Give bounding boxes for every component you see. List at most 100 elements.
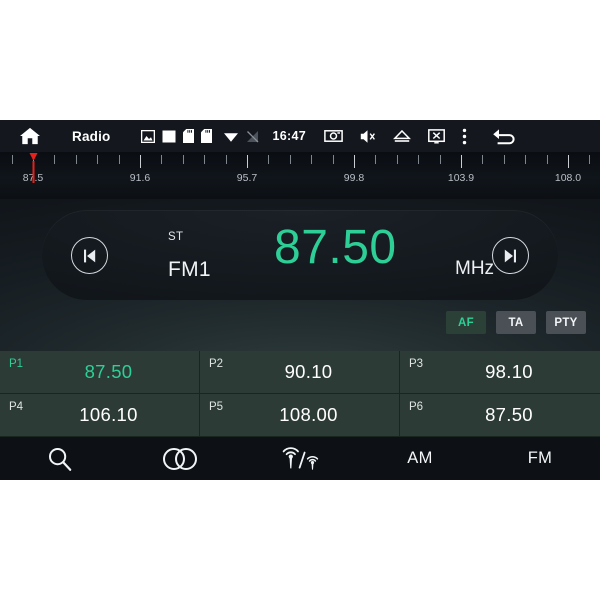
page-title: Radio (72, 128, 111, 144)
tuning-scale-label: 95.7 (236, 172, 258, 184)
band-label: FM1 (168, 258, 211, 281)
tuning-scale-tick (589, 155, 590, 164)
preset-p3[interactable]: P3 98.10 (400, 351, 600, 394)
tuning-scale-tick (418, 155, 419, 164)
tuning-scale-label: 103.9 (447, 172, 475, 184)
stereo-indicator: ST (168, 231, 184, 243)
frequency-unit: MHz (455, 258, 495, 279)
tuning-scale-tick (12, 155, 13, 164)
stereo-button[interactable] (120, 437, 240, 480)
search-button[interactable] (0, 437, 120, 480)
local-distance-icon (282, 446, 319, 470)
signal-off-icon (246, 130, 258, 142)
preset-frequency: 90.10 (284, 361, 333, 382)
tuning-scale-tick (354, 155, 355, 168)
preset-frequency: 87.50 (84, 361, 133, 382)
tuning-scale-tick (140, 155, 141, 168)
preset-number: P1 (9, 358, 24, 370)
tuning-scale-tick (97, 155, 98, 164)
am-button[interactable]: AM (360, 437, 480, 480)
status-mid-icons (140, 129, 259, 143)
tuning-scale-tick (440, 155, 441, 164)
tuning-scale-tick (397, 155, 398, 164)
rds-ta-button[interactable]: TA (496, 311, 536, 334)
preset-frequency: 108.00 (279, 404, 338, 425)
preset-p2[interactable]: P2 90.10 (200, 351, 400, 394)
search-icon (49, 447, 72, 471)
skip-previous-icon (84, 249, 96, 262)
tuning-marker[interactable] (29, 153, 38, 183)
back-button[interactable] (489, 127, 519, 145)
tuning-scale-tick (54, 155, 55, 164)
main-display: ST FM1 87.50 MHz AF TA PTY (0, 199, 600, 351)
preset-frequency: 106.10 (79, 404, 138, 425)
camera-icon[interactable] (324, 129, 343, 143)
tuning-scale-tick (311, 155, 312, 164)
tuning-scale-tick (375, 155, 376, 164)
fm-button[interactable]: FM (480, 437, 600, 480)
sd-card-icon (182, 129, 194, 143)
status-right-icons (324, 128, 467, 145)
tuning-scale-tick (547, 155, 548, 164)
tuning-scale-tick (119, 155, 120, 164)
tuning-marker-stem (32, 161, 34, 183)
preset-number: P3 (409, 358, 424, 370)
image-icon (140, 129, 155, 143)
rds-af-button[interactable]: AF (446, 311, 486, 334)
preset-number: P4 (9, 401, 24, 413)
seek-next-button[interactable] (492, 237, 529, 274)
tuning-scale-tick (204, 155, 205, 164)
am-button-label: AM (407, 449, 433, 467)
back-icon (493, 129, 515, 145)
preset-number: P5 (209, 401, 224, 413)
volume-mute-icon[interactable] (360, 129, 376, 144)
tuning-marker-head (29, 153, 37, 161)
tuning-scale-tick (247, 155, 248, 168)
frequency-display-panel: ST FM1 87.50 MHz (42, 210, 558, 300)
local-distance-button[interactable] (240, 437, 360, 480)
tuning-scale-tick (525, 155, 526, 164)
clock: 16:47 (272, 129, 306, 143)
radio-app-window: Radio (0, 120, 600, 480)
status-bar: Radio (0, 120, 600, 152)
tuning-scale-tick (268, 155, 269, 164)
tuning-scale-tick (461, 155, 462, 168)
eject-icon[interactable] (393, 129, 411, 143)
sd-card-icon-2 (200, 129, 212, 143)
fm-button-label: FM (527, 449, 553, 467)
stereo-icon (163, 447, 197, 470)
wifi-icon (223, 132, 238, 142)
rds-pty-button[interactable]: PTY (546, 311, 586, 334)
bottom-toolbar: AM FM (0, 437, 600, 480)
preset-grid: P1 87.50 P2 90.10 P3 98.10 P4 106.10 P5 108.00 P6 8… (0, 351, 600, 437)
tuning-scale-tick (290, 155, 291, 164)
seek-previous-button[interactable] (71, 237, 108, 274)
tuning-scale-label: 91.6 (129, 172, 151, 184)
overflow-menu-icon[interactable] (462, 128, 467, 145)
preset-number: P2 (209, 358, 224, 370)
preset-p6[interactable]: P6 87.50 (400, 394, 600, 437)
tuning-scale-tick (161, 155, 162, 164)
preset-p5[interactable]: P5 108.00 (200, 394, 400, 437)
tuning-scale-tick (568, 155, 569, 168)
screen-off-icon[interactable] (428, 128, 445, 144)
preset-frequency: 87.50 (485, 404, 533, 425)
home-button[interactable] (10, 126, 50, 146)
preset-p4[interactable]: P4 106.10 (0, 394, 200, 437)
preset-number: P6 (409, 401, 424, 413)
rds-button-group: AF TA PTY (446, 311, 586, 334)
tuning-scale-label: 99.8 (343, 172, 365, 184)
tuning-scale-tick (333, 155, 334, 164)
skip-next-icon (504, 249, 516, 262)
square-icon (162, 130, 176, 142)
tuning-scale-tick (482, 155, 483, 164)
tuning-scale-tick (504, 155, 505, 164)
tuning-scale-label: 108.0 (554, 172, 582, 184)
preset-p1[interactable]: P1 87.50 (0, 351, 200, 394)
tuning-scale-tick (76, 155, 77, 164)
preset-frequency: 98.10 (485, 361, 533, 382)
frequency-value: 87.50 (274, 221, 397, 274)
tuning-scale-tick (226, 155, 227, 164)
